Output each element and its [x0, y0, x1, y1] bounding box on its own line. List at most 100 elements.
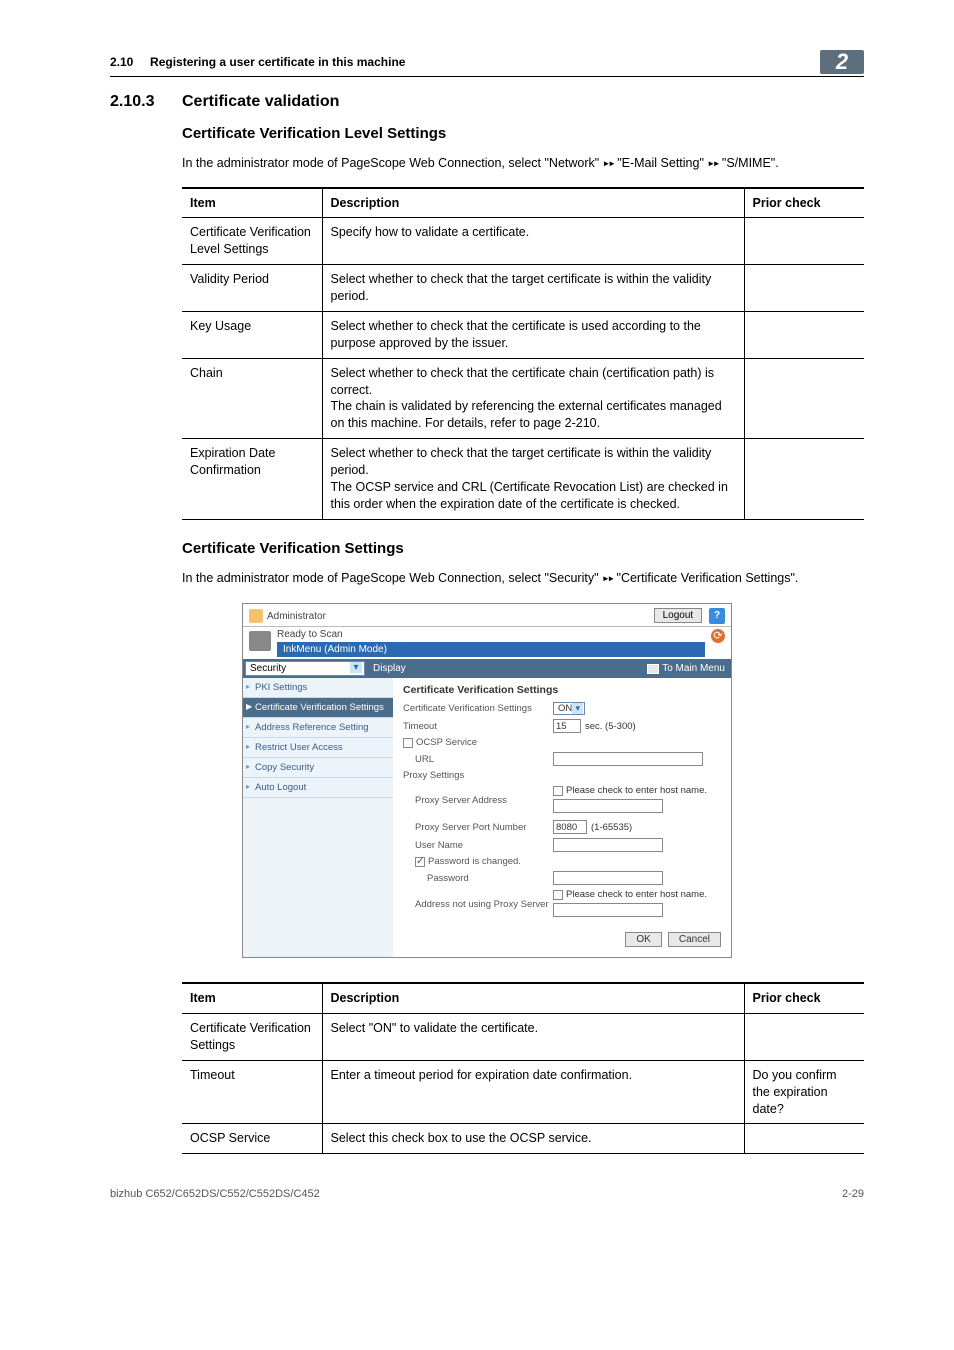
to-main-menu[interactable]: To Main Menu — [641, 661, 731, 676]
cell-item: Expiration Date Confirmation — [182, 439, 322, 520]
row-proxy: Proxy Settings — [403, 770, 721, 781]
cell-item: Validity Period — [182, 265, 322, 312]
cert-set-select[interactable]: ON — [553, 702, 585, 715]
label-proxy-port: Proxy Server Port Number — [403, 822, 553, 833]
cancel-button[interactable]: Cancel — [668, 932, 721, 947]
host-hint: Please check to enter host name. — [566, 785, 707, 796]
refresh-icon[interactable]: ⟳ — [711, 629, 725, 643]
cell-prior — [744, 1124, 864, 1154]
th-item: Item — [182, 188, 322, 218]
shot-status: Ready to Scan InkMenu (Admin Mode) ⟳ — [243, 627, 731, 659]
url-input[interactable] — [553, 752, 703, 766]
row-ocsp: OCSP Service — [403, 737, 721, 748]
header-section-num: 2.10 — [110, 55, 133, 69]
main-menu-icon — [647, 664, 659, 674]
timeout-input[interactable]: 15 — [553, 719, 581, 733]
row-pw: Password — [403, 871, 721, 885]
header-title: 2.10 Registering a user certificate in t… — [110, 55, 405, 69]
printer-icon — [249, 631, 271, 651]
row-proxy-port: Proxy Server Port Number 8080 (1-65535) — [403, 820, 721, 834]
port-range: (1-65535) — [591, 822, 632, 833]
verification-level-table: Item Description Prior check Certificate… — [182, 187, 864, 520]
label-proxy-addr: Proxy Server Address — [403, 795, 553, 806]
row-cert-set: Certificate Verification Settings ON — [403, 702, 721, 715]
arrow-icon: ▸▸ — [603, 155, 614, 170]
cell-prior — [744, 358, 864, 439]
cell-item: Certificate Verification Level Settings — [182, 218, 322, 265]
cell-prior — [744, 1014, 864, 1061]
pwchg-checkbox[interactable] — [415, 857, 425, 867]
cell-prior — [744, 439, 864, 520]
shot-user: Administrator — [249, 609, 326, 623]
shot-topbar: Administrator Logout ? — [243, 604, 731, 627]
logout-button[interactable]: Logout — [654, 608, 703, 623]
label-cert-set: Certificate Verification Settings — [403, 703, 553, 714]
mode-label: InkMenu (Admin Mode) — [283, 644, 387, 655]
cell-desc: Specify how to validate a certificate. — [322, 218, 744, 265]
sidebar-item-pki[interactable]: PKI Settings — [243, 678, 393, 698]
label-timeout: Timeout — [403, 721, 553, 732]
section-heading: 2.10.3 Certificate validation — [110, 93, 864, 111]
section-title: Certificate validation — [182, 93, 339, 111]
row-proxy-addr: Proxy Server Address Please check to ent… — [403, 785, 721, 816]
cell-desc: Enter a timeout period for expiration da… — [322, 1060, 744, 1124]
table-row: Timeout Enter a timeout period for expir… — [182, 1060, 864, 1124]
pw-input[interactable] — [553, 871, 663, 885]
category-select[interactable]: Security — [245, 661, 365, 676]
label-ocsp: OCSP Service — [416, 737, 477, 748]
ok-button[interactable]: OK — [625, 932, 661, 947]
label-proxy: Proxy Settings — [403, 770, 553, 781]
panel-title: Certificate Verification Settings — [403, 684, 721, 696]
page-header: 2.10 Registering a user certificate in t… — [110, 50, 864, 77]
sidebar-item-cert[interactable]: Certificate Verification Settings — [243, 698, 393, 718]
noproxy-host-checkbox[interactable] — [553, 890, 563, 900]
proxy-addr-input[interactable] — [553, 799, 663, 813]
cell-desc: Select whether to check that the target … — [322, 265, 744, 312]
host-checkbox[interactable] — [553, 786, 563, 796]
port-input[interactable]: 8080 — [553, 820, 587, 834]
screenshot: Administrator Logout ? Ready to Scan Ink… — [242, 603, 732, 958]
table-row: Validity Period Select whether to check … — [182, 265, 864, 312]
sidebar-item-restrict[interactable]: Restrict User Access — [243, 738, 393, 758]
cell-item: Timeout — [182, 1060, 322, 1124]
intro-text-2: "E-Mail Setting" — [614, 156, 708, 170]
cell-item: Chain — [182, 358, 322, 439]
row-url: URL — [403, 752, 721, 766]
help-button[interactable]: ? — [709, 608, 725, 624]
sidebar: PKI Settings Certificate Verification Se… — [243, 678, 393, 957]
to-main-label: To Main Menu — [662, 663, 725, 674]
cell-desc: Select whether to check that the certifi… — [322, 311, 744, 358]
table-row: Expiration Date Confirmation Select whet… — [182, 439, 864, 520]
th-item: Item — [182, 983, 322, 1013]
subsection-1-title: Certificate Verification Level Settings — [182, 125, 864, 142]
th-desc: Description — [322, 983, 744, 1013]
user-input[interactable] — [553, 838, 663, 852]
mode-bar: InkMenu (Admin Mode) — [277, 642, 705, 657]
arrow-icon: ▸▸ — [602, 570, 613, 585]
th-desc: Description — [322, 188, 744, 218]
page-footer: bizhub C652/C652DS/C552/C552DS/C452 2-29 — [110, 1184, 864, 1200]
ocsp-checkbox[interactable] — [403, 738, 413, 748]
sidebar-item-copy[interactable]: Copy Security — [243, 758, 393, 778]
admin-label: Administrator — [267, 611, 326, 622]
subsection-2-title: Certificate Verification Settings — [182, 540, 864, 557]
header-section-name: Registering a user certificate in this m… — [150, 55, 405, 69]
footer-model: bizhub C652/C652DS/C552/C552DS/C452 — [110, 1188, 320, 1200]
noproxy-input[interactable] — [553, 903, 663, 917]
intro-text-2: "Certificate Verification Settings". — [613, 571, 798, 585]
shot-top-right: Logout ? — [654, 608, 725, 624]
section-number: 2.10.3 — [110, 93, 182, 111]
sidebar-item-auto[interactable]: Auto Logout — [243, 778, 393, 798]
th-prior: Prior check — [744, 983, 864, 1013]
footer-page: 2-29 — [842, 1188, 864, 1200]
sidebar-item-addr[interactable]: Address Reference Setting — [243, 718, 393, 738]
cell-desc: Select this check box to use the OCSP se… — [322, 1124, 744, 1154]
main-panel: Certificate Verification Settings Certif… — [393, 678, 731, 957]
label-url: URL — [403, 754, 553, 765]
cell-prior — [744, 265, 864, 312]
row-pwchg: Password is changed. — [403, 856, 721, 867]
row-noproxy: Address not using Proxy Server Please ch… — [403, 889, 721, 920]
display-tab[interactable]: Display — [367, 661, 412, 676]
arrow-icon: ▸▸ — [707, 155, 718, 170]
timeout-unit: sec. (5-300) — [585, 721, 636, 732]
